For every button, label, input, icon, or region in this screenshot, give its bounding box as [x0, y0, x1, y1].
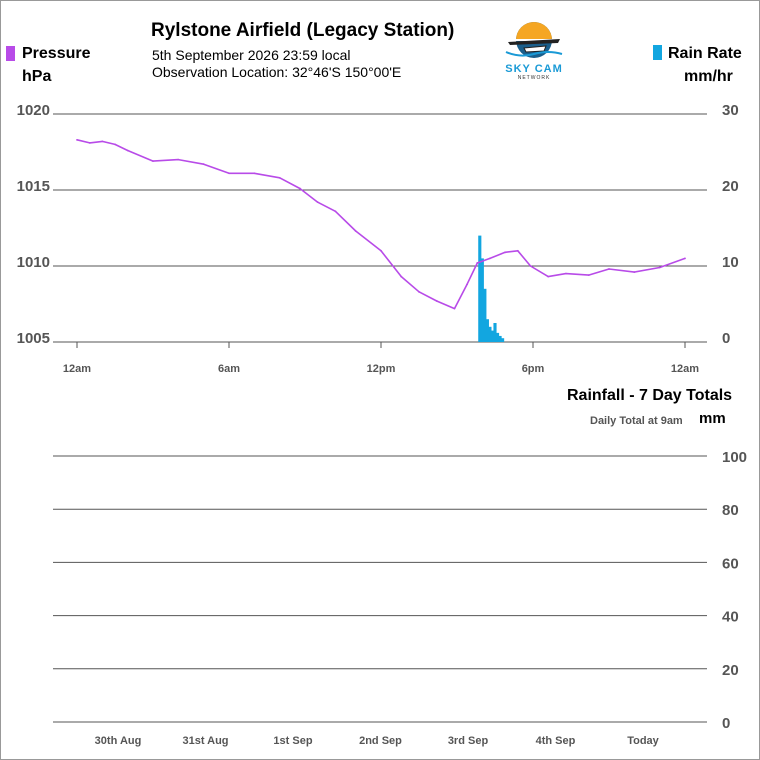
rainfall-7-day-chart: 100 80 60 40 20 0 30th Aug 31st Aug 1st Sep 2nd S… — [53, 449, 747, 747]
pressure-unit-label: hPa — [22, 68, 52, 85]
rainfall-x-tick-label: 4th Sep — [536, 735, 576, 747]
left-y-tick-label: 1005 — [17, 330, 50, 347]
rainfall-chart-note: Daily Total at 9am — [590, 415, 683, 427]
rain-rate-legend-swatch — [653, 45, 662, 60]
pressure-point — [435, 300, 438, 302]
rainfall-unit-label: mm — [699, 410, 726, 427]
pressure-point — [299, 187, 301, 190]
pressure-point — [152, 160, 154, 163]
station-title: Rylstone Airfield (Legacy Station) — [151, 20, 455, 41]
pressure-point — [253, 172, 256, 175]
rain-rate-bar — [501, 338, 505, 342]
pressure-point — [278, 176, 281, 179]
pressure-legend-swatch — [6, 46, 15, 61]
left-y-tick-label: 1010 — [17, 254, 50, 271]
rain-rate-legend-label: Rain Rate — [668, 45, 742, 62]
pressure-point — [489, 257, 491, 260]
rain-rate-bar — [495, 332, 500, 342]
pressure-point — [202, 163, 205, 166]
pressure-point — [466, 283, 469, 286]
observation-location: Observation Location: 32°46'S 150°00'E — [152, 64, 402, 80]
pressure-point — [400, 275, 403, 278]
rainfall-y-tick-label: 60 — [722, 555, 739, 572]
x-tick-label: 12pm — [367, 363, 396, 375]
pressure-point — [177, 158, 180, 161]
pressure-point — [228, 172, 230, 175]
pressure-point — [633, 271, 636, 273]
right-y-tick-label: 10 — [722, 254, 739, 271]
rain-rate-bar — [493, 323, 497, 342]
pressure-legend-label: Pressure — [22, 45, 91, 62]
pressure-point — [684, 257, 686, 260]
right-y-tick-label: 30 — [722, 102, 739, 119]
pressure-line — [76, 139, 686, 310]
pressure-point — [529, 265, 532, 267]
x-tick-label: 12am — [671, 363, 699, 375]
x-tick-label: 6am — [218, 363, 240, 375]
rainfall-x-tick-label: 2nd Sep — [359, 735, 402, 747]
rainfall-y-tick-label: 40 — [722, 609, 739, 626]
rainfall-y-tick-label: 80 — [722, 502, 739, 519]
pressure-point — [453, 307, 456, 310]
rain-rate-bar — [478, 235, 482, 342]
rain-rate-bar — [480, 258, 484, 342]
pressure-point — [608, 268, 610, 270]
rainfall-x-tick-label: 30th Aug — [95, 735, 142, 747]
rainfall-y-tick-label: 0 — [722, 715, 730, 732]
rainfall-y-tick-label: 20 — [722, 662, 739, 679]
right-y-tick-label: 0 — [722, 330, 730, 347]
pressure-point — [504, 251, 507, 254]
rain-rate-bar — [488, 326, 492, 342]
rainfall-x-tick-label: 31st Aug — [182, 735, 228, 747]
pressure-point — [547, 275, 550, 278]
rain-rate-bar — [485, 319, 489, 342]
logo-wordmark: SKY CAM — [505, 63, 563, 75]
pressure-point — [76, 138, 78, 141]
pressure-point — [516, 249, 519, 252]
left-y-tick-label: 1020 — [17, 102, 50, 119]
pressure-rain-rate-chart: 1020 1015 1010 1005 30 20 10 0 12am 6am 12pm 6pm 12a… — [17, 102, 739, 375]
observation-datetime: 5th September 2026 23:59 local — [152, 47, 351, 63]
logo-subtext: NETWORK — [517, 75, 551, 81]
rain-rate-unit-label: mm/hr — [684, 68, 733, 85]
pressure-point — [565, 272, 567, 275]
pressure-point — [316, 201, 319, 204]
pressure-point — [334, 210, 337, 213]
x-tick-label: 12am — [63, 363, 91, 375]
right-y-tick-label: 20 — [722, 178, 739, 195]
pressure-point — [587, 274, 590, 277]
pressure-point — [476, 262, 479, 264]
pressure-point — [418, 290, 420, 293]
rain-rate-bar — [490, 330, 495, 342]
rain-rate-bar — [483, 288, 487, 342]
pressure-point — [101, 140, 104, 143]
pressure-point — [380, 249, 382, 252]
pressure-point — [114, 143, 116, 146]
left-y-tick-label: 1015 — [17, 178, 50, 195]
x-tick-label: 6pm — [522, 363, 545, 375]
rain-rate-bar — [498, 335, 502, 342]
pressure-point — [354, 230, 357, 232]
pressure-point — [88, 141, 91, 144]
rainfall-chart-title: Rainfall - 7 Day Totals — [567, 387, 733, 404]
rainfall-x-tick-label: 1st Sep — [273, 735, 312, 747]
sky-cam-logo-icon — [505, 22, 563, 58]
pressure-point — [658, 266, 661, 269]
rainfall-x-tick-label: 3rd Sep — [448, 735, 489, 747]
rainfall-y-tick-label: 100 — [722, 449, 747, 466]
pressure-point — [126, 149, 129, 152]
rainfall-x-tick-label: Today — [627, 735, 659, 747]
